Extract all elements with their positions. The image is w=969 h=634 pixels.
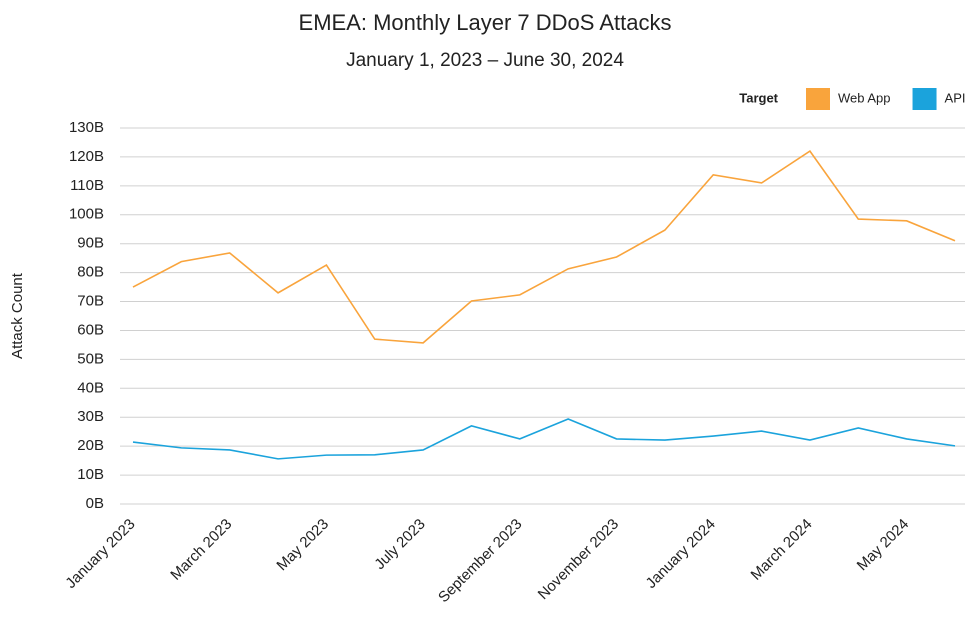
y-axis-label: Attack Count xyxy=(9,272,26,359)
y-tick-label: 40B xyxy=(77,379,104,396)
x-tick-label: May 2024 xyxy=(854,516,913,575)
y-tick-label: 70B xyxy=(77,293,104,310)
x-tick-label: January 2024 xyxy=(643,516,719,592)
legend-swatch xyxy=(912,88,937,110)
x-tick-label: May 2023 xyxy=(273,516,332,575)
y-tick-label: 30B xyxy=(77,408,104,425)
chart-title: EMEA: Monthly Layer 7 DDoS Attacks xyxy=(299,10,672,35)
y-tick-label: 130B xyxy=(69,119,104,136)
chart-subtitle: January 1, 2023 – June 30, 2024 xyxy=(346,50,624,71)
series-line xyxy=(132,150,956,344)
x-tick-label: July 2023 xyxy=(371,516,428,573)
series-line xyxy=(132,418,956,460)
y-tick-label: 120B xyxy=(69,148,104,165)
legend-swatch xyxy=(806,88,830,110)
x-tick-label: September 2023 xyxy=(435,516,525,606)
y-tick-label: 50B xyxy=(77,350,104,367)
legend-label: API xyxy=(945,90,966,105)
legend-label: Web App xyxy=(838,90,891,105)
x-tick-label: November 2023 xyxy=(535,516,622,603)
legend-title: Target xyxy=(739,90,778,105)
y-tick-label: 100B xyxy=(69,206,104,223)
y-tick-label: 90B xyxy=(77,235,104,252)
x-tick-label: March 2023 xyxy=(167,516,235,584)
y-tick-label: 80B xyxy=(77,264,104,281)
y-tick-label: 110B xyxy=(70,177,104,194)
y-tick-label: 60B xyxy=(77,321,104,338)
y-tick-label: 20B xyxy=(77,437,104,454)
x-tick-label: January 2023 xyxy=(62,516,138,592)
x-tick-label: March 2024 xyxy=(748,516,816,584)
y-tick-label: 0B xyxy=(86,495,104,512)
y-tick-label: 10B xyxy=(77,466,104,483)
